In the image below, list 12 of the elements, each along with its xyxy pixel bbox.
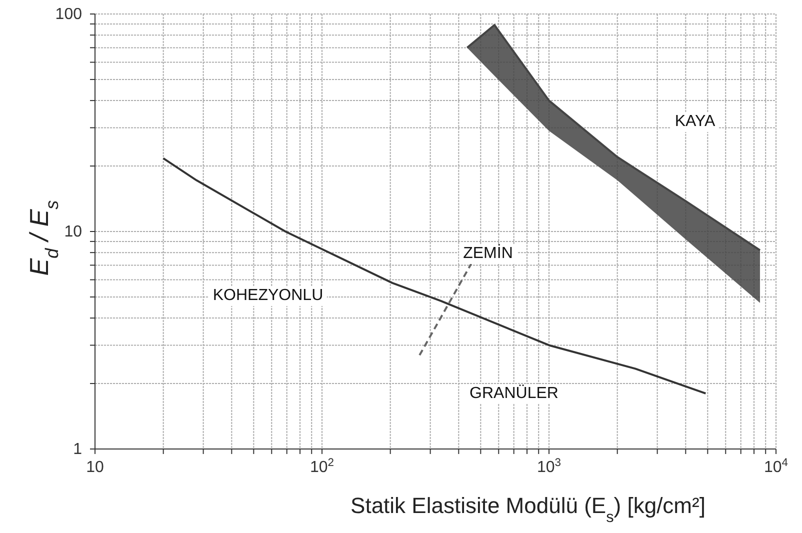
annotation: KOHEZYONLU: [208, 286, 328, 306]
annotation: GRANÜLER: [466, 384, 562, 404]
y-tick-label: 100: [55, 6, 82, 23]
y-tick-label: 10: [64, 224, 82, 240]
x-tick-label: 10: [86, 459, 104, 476]
x-axis-title: Statik Elastisite Modülü (E$_{s}$) [kg/cm²]: [350, 493, 706, 526]
annotation: KAYA: [670, 112, 720, 132]
x-tick-label: 10$^{4}$: [764, 457, 788, 476]
x-tick-label: 10$^{3}$: [536, 457, 562, 476]
y-tick-label: 1: [73, 441, 82, 458]
annotation: ZEMİN: [459, 244, 517, 264]
x-tick-label: 10$^{2}$: [310, 457, 334, 476]
